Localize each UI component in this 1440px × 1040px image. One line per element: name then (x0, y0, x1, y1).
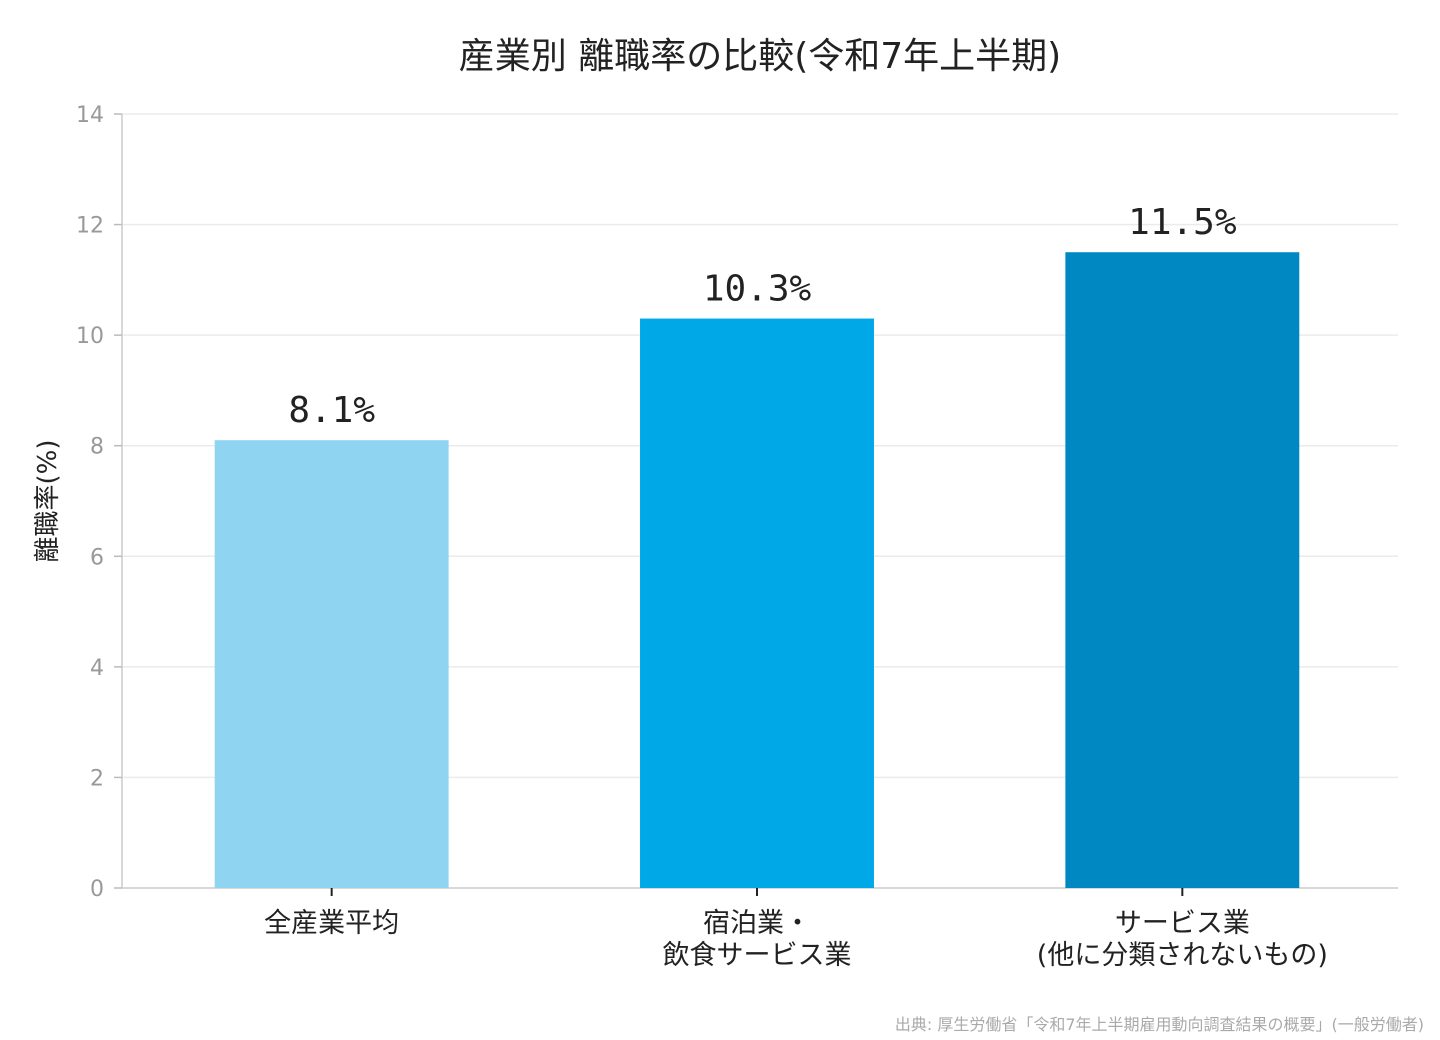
y-tick-label: 8 (90, 435, 104, 460)
x-tick-label: 全産業平均 (264, 908, 399, 939)
y-axis-label: 離職率(%) (33, 440, 63, 563)
y-tick-label: 12 (76, 214, 104, 239)
x-tick-label: (他に分類されないもの) (1037, 940, 1328, 971)
chart-title: 産業別 離職率の比較(令和7年上半期) (459, 36, 1061, 77)
y-tick-label: 0 (90, 877, 104, 902)
bar (1065, 252, 1300, 888)
data-label: 11.5% (1128, 202, 1237, 243)
y-tick-label: 6 (90, 545, 104, 570)
data-label: 8.1% (288, 390, 375, 431)
data-labels: 8.1% 10.3% 11.5% (288, 202, 1237, 431)
y-axis-ticks: 0 2 4 6 8 10 12 14 (76, 103, 122, 902)
source-note: 出典: 厚生労働省「令和7年上半期雇用動向調査結果の概要」(一般労働者) (895, 1015, 1424, 1034)
y-tick-label: 14 (76, 103, 104, 128)
y-tick-label: 2 (90, 766, 104, 791)
data-label: 10.3% (703, 269, 812, 310)
y-tick-label: 10 (76, 324, 104, 349)
bar (640, 318, 874, 888)
x-tick-label: 宿泊業・ (703, 908, 811, 939)
x-axis-ticks: 全産業平均 宿泊業・飲食サービス業 サービス業(他に分類されないもの) (264, 888, 1328, 971)
bar (214, 440, 449, 888)
x-tick-label: 飲食サービス業 (663, 940, 852, 971)
bars (214, 252, 1300, 888)
x-tick-label: サービス業 (1115, 908, 1250, 939)
y-tick-label: 4 (90, 656, 104, 681)
